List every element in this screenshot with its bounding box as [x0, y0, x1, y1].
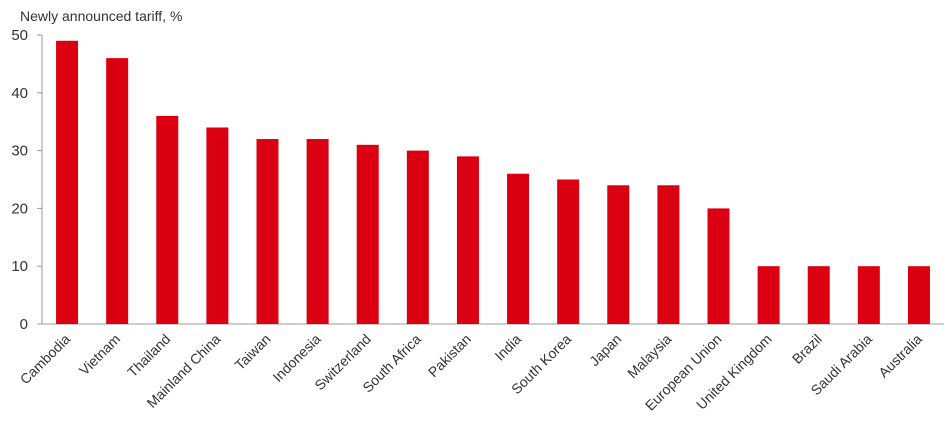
bar	[807, 266, 830, 324]
bar	[607, 185, 630, 324]
x-tick-label: Thailand	[124, 331, 173, 380]
bar	[456, 156, 479, 324]
x-tick-label: Brazil	[789, 331, 825, 367]
x-tick-label: Japan	[586, 331, 624, 369]
bar	[707, 208, 730, 324]
y-tick-label: 10	[11, 258, 28, 275]
bar	[306, 139, 329, 324]
y-tick-label: 0	[20, 316, 28, 333]
x-tick-label: India	[491, 331, 524, 364]
x-tick-label: Taiwan	[231, 331, 273, 373]
x-tick-label: Vietnam	[76, 331, 123, 378]
bar	[757, 266, 780, 324]
bar	[356, 144, 379, 324]
bar	[106, 58, 129, 325]
bar	[156, 115, 179, 324]
x-tick-label: Australia	[875, 331, 925, 381]
x-tick-label: Malaysia	[624, 331, 675, 382]
bar	[857, 266, 880, 324]
bar	[507, 173, 530, 324]
bar	[56, 40, 79, 324]
bar	[557, 179, 580, 324]
x-tick-label: Pakistan	[425, 331, 474, 380]
y-tick-label: 30	[11, 143, 28, 160]
bar	[206, 127, 229, 324]
y-tick-label: 20	[11, 200, 28, 217]
y-tick-label: 40	[11, 85, 28, 102]
bar	[256, 139, 279, 324]
bar	[406, 150, 429, 324]
bar	[657, 185, 680, 324]
bar	[907, 266, 930, 324]
y-tick-label: 50	[11, 27, 28, 44]
chart-title: Newly announced tariff, %	[20, 8, 182, 24]
x-tick-label: Cambodia	[17, 331, 74, 388]
